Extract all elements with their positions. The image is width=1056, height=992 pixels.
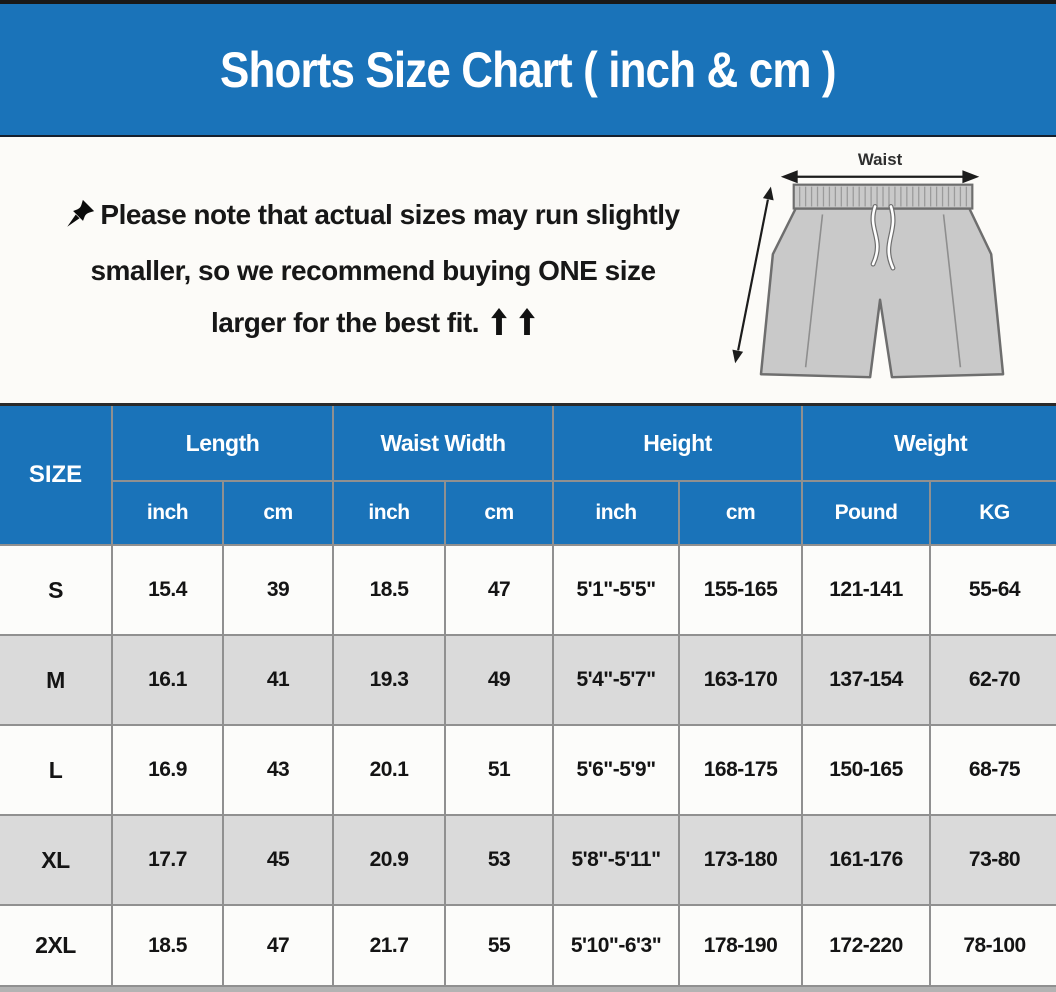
table-row: 2XL 18.5 47 21.7 55 5'10"-6'3" 178-190 172-220 7… [0,904,1056,987]
value-cell: 5'10"-6'3" [552,904,681,987]
value-cell: 121-141 [801,544,932,636]
shorts-illustration: Waist [720,137,1056,403]
value-cell: 150-165 [801,724,932,816]
value-cell: 16.9 [111,724,224,816]
value-cell: 19.3 [332,634,446,726]
value-cell: 55-64 [929,544,1056,636]
column-group-height: Height [552,406,804,482]
value-cell: 55 [443,904,555,987]
waist-arrow [780,170,980,184]
value-cell: 178-190 [678,904,804,987]
column-header-waist-inch: inch [332,480,446,546]
drawstring [870,204,896,271]
value-cell: 20.1 [332,724,446,816]
table-row: M 16.1 41 19.3 49 5'4"-5'7" 163-170 137-154 62-7… [0,634,1056,726]
value-cell: 62-70 [929,634,1056,726]
value-cell: 17.7 [111,814,224,906]
value-cell: 39 [222,544,334,636]
value-cell: 161-176 [801,814,932,906]
value-cell: 49 [443,634,555,726]
size-chart: SIZE Length Waist Width Height Weight in… [0,403,1056,987]
size-cell: XL [0,814,113,906]
waistband-ribbing [799,186,968,207]
length-arrow [732,186,774,364]
header-sub-row: inch cm inch cm inch cm Pound KG [0,480,1056,546]
note-line-2: smaller, so we recommend buying ONE size [90,255,656,286]
value-cell: 21.7 [332,904,446,987]
size-cell: L [0,724,113,816]
value-cell: 155-165 [678,544,804,636]
waist-label: Waist [858,150,903,169]
pushpin-icon [66,193,96,245]
header-group-row: SIZE Length Waist Width Height Weight [0,406,1056,546]
column-header-height-inch: inch [552,480,681,546]
table-row: L 16.9 43 20.1 51 5'6"-5'9" 168-175 150-165 68-7… [0,724,1056,816]
value-cell: 20.9 [332,814,446,906]
table-body: S 15.4 39 18.5 47 5'1"-5'5" 155-165 121-141 55-6… [0,544,1056,987]
size-chart-table: SIZE Length Waist Width Height Weight in… [0,406,1056,987]
table-row: S 15.4 39 18.5 47 5'1"-5'5" 155-165 121-141 55-6… [0,544,1056,636]
value-cell: 53 [443,814,555,906]
value-cell: 5'6"-5'9" [552,724,681,816]
column-group-weight: Weight [801,406,1056,482]
value-cell: 18.5 [332,544,446,636]
value-cell: 173-180 [678,814,804,906]
column-header-height-cm: cm [678,480,804,546]
note-line-1: Please note that actual sizes may run sl… [100,199,680,230]
value-cell: 47 [443,544,555,636]
note-text: Please note that actual sizes may run sl… [0,137,720,403]
value-cell: 47 [222,904,334,987]
shorts-body [759,207,1005,379]
value-cell: 5'8"-5'11" [552,814,681,906]
column-header-size: SIZE [0,406,113,546]
table-row: XL 17.7 45 20.9 53 5'8"-5'11" 173-180 161-176 73… [0,814,1056,906]
value-cell: 16.1 [111,634,224,726]
value-cell: 68-75 [929,724,1056,816]
value-cell: 137-154 [801,634,932,726]
size-cell: M [0,634,113,726]
value-cell: 172-220 [801,904,932,987]
column-header-weight-pound: Pound [801,480,932,546]
size-cell: 2XL [0,904,113,987]
note-line-3: larger for the best fit. [210,307,480,338]
column-group-waist-width: Waist Width [331,406,555,482]
value-cell: 45 [222,814,334,906]
note-section: Please note that actual sizes may run sl… [0,137,1056,403]
value-cell: 41 [222,634,334,726]
page-title: Shorts Size Chart ( inch & cm ) [220,41,837,98]
value-cell: 18.5 [111,904,224,987]
value-cell: 73-80 [929,814,1056,906]
value-cell: 163-170 [678,634,804,726]
size-cell: S [0,544,113,636]
column-header-waist-cm: cm [443,480,555,546]
value-cell: 168-175 [678,724,804,816]
column-group-length: Length [111,406,334,482]
bottom-strip [0,987,1056,992]
value-cell: 51 [443,724,555,816]
value-cell: 43 [222,724,334,816]
up-arrow-icon [491,300,507,352]
up-arrow-icon [519,300,535,352]
title-banner: Shorts Size Chart ( inch & cm ) [0,0,1056,137]
value-cell: 5'4"-5'7" [552,634,681,726]
value-cell: 78-100 [929,904,1056,987]
value-cell: 5'1"-5'5" [552,544,681,636]
column-header-weight-kg: KG [929,480,1056,546]
column-header-length-cm: cm [222,480,334,546]
column-header-length-inch: inch [111,480,224,546]
value-cell: 15.4 [111,544,224,636]
